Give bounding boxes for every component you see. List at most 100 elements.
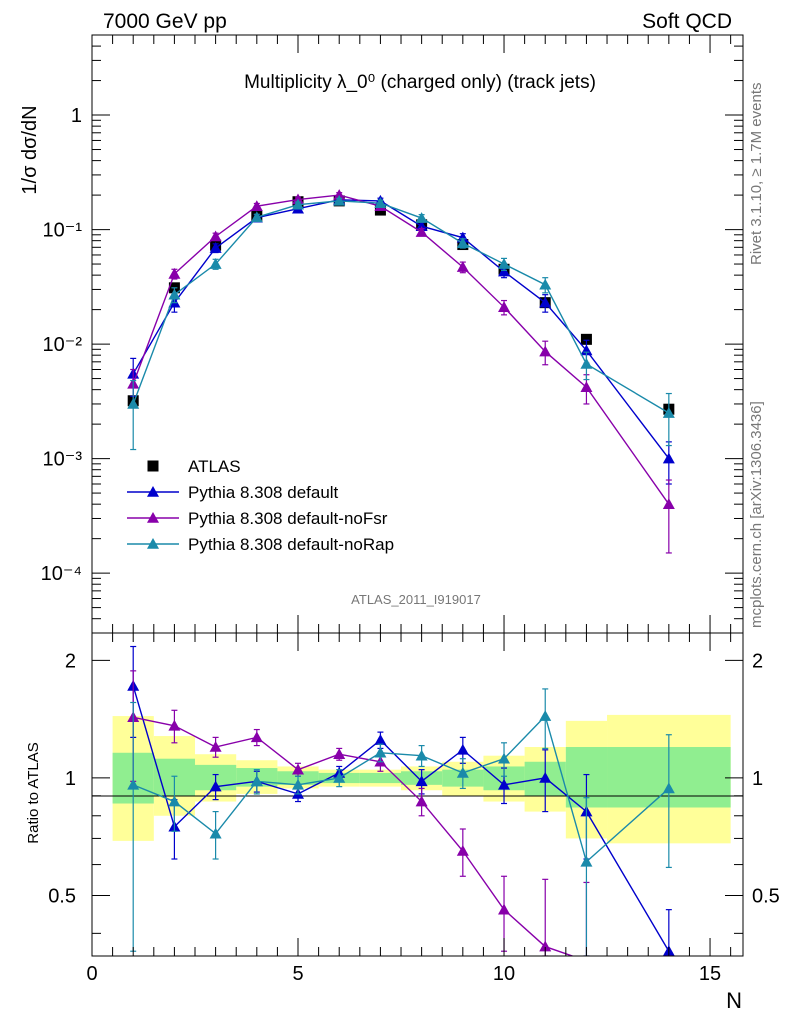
ratio-ytick-label-right: 1	[752, 768, 763, 790]
ratio-point	[456, 844, 469, 856]
ratio-point	[292, 778, 305, 790]
data-point	[539, 278, 552, 290]
ratio-xtick-labels: 0 5 10 15	[86, 963, 721, 985]
main-ytick-label: 10⁻¹	[43, 220, 83, 242]
ratio-series-2	[127, 688, 675, 956]
ratio-point	[209, 741, 222, 752]
x-axis-label: N	[726, 988, 742, 1013]
ratio-point	[498, 778, 511, 790]
ratio-panel: 0.5 0.5 1 1 2 2 0 5 10 15 Ratio to ATLAS N	[25, 632, 780, 1013]
ratio-point	[168, 719, 181, 731]
analysis-label: ATLAS_2011_I919017	[351, 592, 481, 607]
series-0	[127, 195, 675, 415]
data-point	[209, 258, 222, 269]
ratio-point	[415, 775, 428, 787]
main-ticks	[91, 34, 743, 634]
data-point	[127, 397, 140, 409]
series-1	[127, 193, 675, 485]
data-point	[456, 261, 469, 272]
legend-label: Pythia 8.308 default-noRap	[188, 535, 394, 554]
data-point	[498, 301, 511, 312]
legend-entry: Pythia 8.308 default-noFsr	[127, 509, 388, 528]
ratio-ytick-labels: 0.5 0.5 1 1 2 2	[48, 650, 780, 907]
ratio-point	[333, 771, 346, 783]
ratio-ytick-label-right: 2	[752, 650, 763, 672]
legend-entry: Pythia 8.308 default-noRap	[127, 535, 394, 554]
legend-marker	[147, 538, 159, 549]
ratio-point	[456, 743, 469, 755]
legend-marker	[147, 460, 159, 472]
main-series	[127, 189, 675, 554]
data-point	[580, 333, 592, 345]
data-point	[498, 258, 511, 269]
ratio-point	[585, 954, 588, 956]
legend-entry: ATLAS	[147, 457, 241, 476]
ratio-point	[127, 778, 140, 790]
data-point	[333, 189, 346, 200]
legend-label: Pythia 8.308 default-noFsr	[188, 509, 388, 528]
ratio-point	[415, 749, 428, 761]
data-point	[456, 237, 469, 249]
data-point	[168, 288, 181, 300]
data-point	[415, 212, 428, 223]
data-point	[374, 197, 387, 208]
ratio-xtick-label: 10	[493, 963, 515, 985]
ratio-series-clip	[127, 645, 675, 956]
data-point	[580, 358, 593, 369]
main-ytick-label: 10⁻⁴	[41, 563, 82, 585]
data-point	[662, 498, 675, 509]
ratio-point	[539, 940, 552, 952]
ratio-ytick-label-left: 1	[65, 768, 76, 790]
mcplots-label: mcplots.cern.ch [arXiv:1306.3436]	[748, 401, 765, 628]
data-point	[250, 200, 263, 211]
ratio-point	[250, 775, 263, 787]
ratio-point	[662, 782, 675, 794]
ratio-ylabel: Ratio to ATLAS	[25, 742, 42, 843]
ratio-point	[498, 903, 511, 915]
ratio-point	[209, 827, 222, 839]
ratio-point	[374, 746, 387, 758]
legend-entry: Pythia 8.308 default	[127, 483, 339, 502]
ratio-point	[498, 752, 511, 764]
ratio-point	[415, 795, 428, 807]
ratio-point	[539, 710, 552, 721]
main-ytick-labels: 10⁻⁴ 10⁻³ 10⁻² 10⁻¹ 1	[41, 105, 83, 585]
ratio-point	[580, 855, 593, 867]
energy-label: 7000 GeV pp	[103, 10, 227, 33]
data-point	[250, 211, 263, 223]
ratio-xtick-label: 5	[292, 963, 303, 985]
ratio-ytick-label-left: 0.5	[48, 886, 76, 908]
band-inner	[359, 772, 402, 784]
ratio-point	[292, 763, 305, 775]
series-3	[127, 194, 675, 451]
data-point	[662, 452, 675, 464]
data-point	[539, 345, 552, 357]
ratio-ytick-label-left: 2	[65, 650, 76, 672]
ratio-xtick-label: 0	[86, 963, 97, 985]
ratio-point	[539, 771, 552, 783]
data-point	[539, 296, 552, 308]
data-point	[209, 230, 222, 242]
data-point	[456, 231, 469, 243]
ratio-point	[250, 731, 263, 743]
ratio-point	[333, 748, 346, 760]
data-point	[168, 267, 181, 279]
ratio-point	[456, 766, 469, 778]
ratio-point	[209, 780, 222, 792]
main-ytick-label: 10⁻²	[43, 334, 83, 356]
legend-marker	[147, 486, 159, 497]
legend-marker	[147, 512, 159, 523]
data-point	[333, 194, 346, 206]
data-point	[292, 198, 305, 210]
data-point	[662, 407, 675, 418]
legend-label: Pythia 8.308 default	[188, 483, 339, 502]
main-title: Multiplicity λ_0⁰ (charged only) (track …	[244, 72, 596, 93]
rivet-label: Rivet 3.1.10, ≥ 1.7M events	[748, 83, 765, 266]
main-ytick-label: 10⁻³	[43, 449, 83, 471]
main-ylabel: 1/σ dσ/dN	[19, 105, 41, 194]
data-point	[209, 242, 222, 253]
ratio-point	[374, 734, 387, 745]
ratio-ytick-label-right: 0.5	[752, 886, 780, 908]
data-point	[415, 226, 428, 237]
